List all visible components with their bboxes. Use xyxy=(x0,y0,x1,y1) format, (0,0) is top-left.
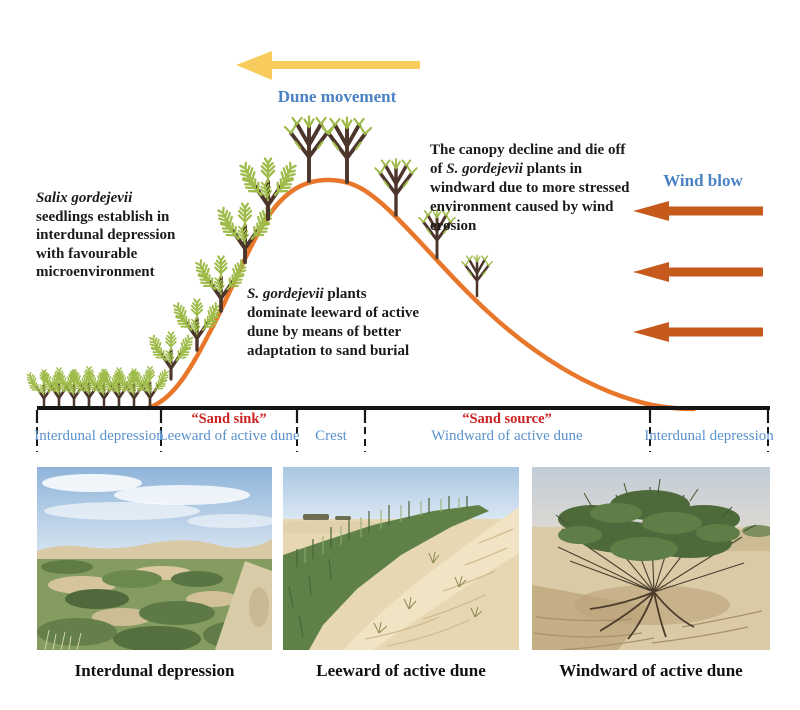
photo-caption-windward: Windward of active dune xyxy=(559,661,743,680)
dune-movement-arrow xyxy=(236,51,420,80)
plant-icon xyxy=(373,157,419,217)
species-name: S. gordejevii xyxy=(446,161,523,177)
photo-windward-dune xyxy=(532,467,770,650)
dune-movement-label: Dune movement xyxy=(277,87,397,106)
wind-arrows xyxy=(633,201,763,342)
annotation-establish: Salix gordejevii seedlings establish in … xyxy=(36,189,236,282)
wind-blow-label: Wind blow xyxy=(663,171,743,190)
dune-profile-curve xyxy=(145,177,697,412)
photo-windward-scene xyxy=(532,467,770,650)
photo-leeward-dune xyxy=(283,467,519,650)
wind-arrow-2 xyxy=(633,262,763,282)
zone-label-leeward: Leeward of active dune xyxy=(158,428,300,444)
wind-arrow-3 xyxy=(633,322,763,342)
plants-crest xyxy=(283,114,373,184)
annotation-decline: The canopy decline and die off of S. gor… xyxy=(430,142,630,234)
annotation-dominate: S. gordejevii plants dominate leeward of… xyxy=(247,286,420,359)
zone-label-interdunal-left: Interdunal depression xyxy=(34,428,164,444)
photo-leeward-scene xyxy=(283,467,519,650)
axis-ticks xyxy=(35,410,770,452)
wind-arrow-1 xyxy=(633,201,763,221)
zone-label-crest: Crest xyxy=(315,428,347,444)
dune-diagram xyxy=(0,51,770,452)
species-name: S. gordejevii xyxy=(247,286,324,302)
species-name: Salix gordejevii xyxy=(36,190,133,206)
photo-interdunal-depression xyxy=(37,467,272,650)
photo-caption-leeward: Leeward of active dune xyxy=(316,661,486,680)
sand-sink-label: “Sand sink” xyxy=(191,411,267,427)
photo-caption-interdunal: Interdunal depression xyxy=(74,661,235,680)
plants-interdunal-row xyxy=(25,367,170,407)
ground-axis xyxy=(35,406,770,452)
zone-label-interdunal-right: Interdunal depression xyxy=(644,428,774,444)
sand-source-label: “Sand source” xyxy=(462,411,552,427)
photo-interdunal-scene xyxy=(37,467,272,650)
zone-label-windward: Windward of active dune xyxy=(431,428,583,444)
plant-icon xyxy=(172,299,223,350)
plant-icon xyxy=(321,115,373,184)
